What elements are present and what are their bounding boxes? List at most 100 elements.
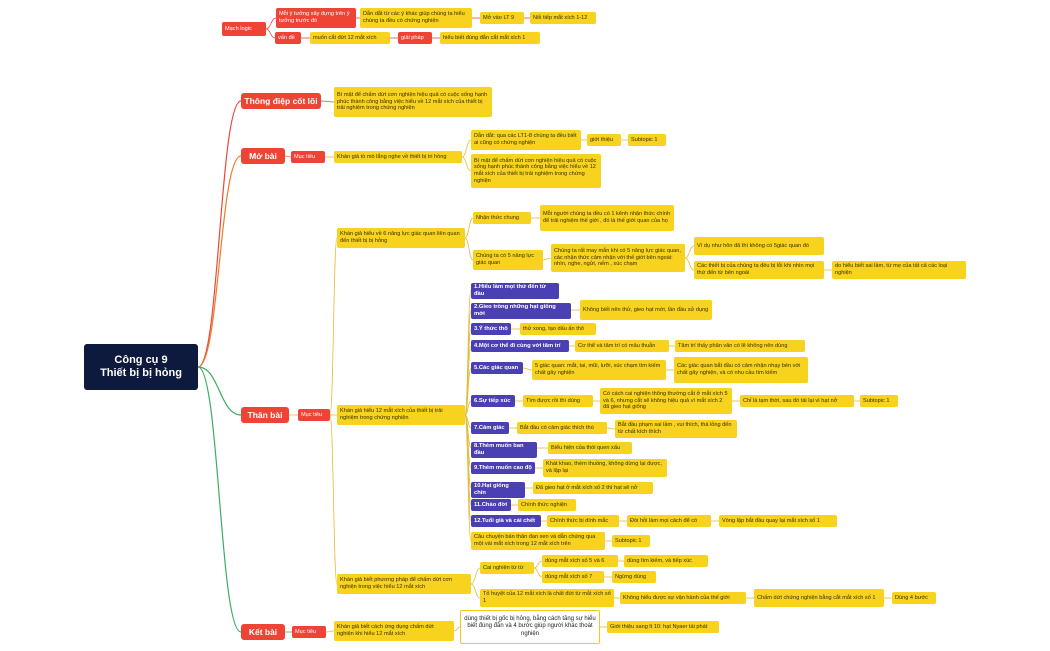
topic-node: Câu chuyện bản thân đan xen và dẫn chứng… xyxy=(471,532,605,550)
topic-node: Dùng 4 bước xyxy=(892,592,936,604)
topic-node: dùng thiết bị gốc bị hỏng, bằng cách tăn… xyxy=(460,610,600,644)
topic-node: Dẫn dắt: qua các LT1-8 chúng ta đều biết… xyxy=(471,130,581,150)
connector xyxy=(320,100,335,103)
topic-node: 9.Thèm muốn cao độ xyxy=(471,462,535,474)
topic-node: Các giác quan bắt đầu có cảm nhận nhạy b… xyxy=(674,357,808,383)
topic-node: Biểu hiện của thói quen xấu xyxy=(548,442,632,454)
topic-node: dùng mắt xích số 5 và 6 xyxy=(542,555,618,567)
topic-node: dùng tìm kiếm, và tiếp xúc xyxy=(624,555,708,567)
main-branch: Kết bài xyxy=(241,624,285,640)
topic-node: Chúng ta rất may mắn khi có 5 năng lực g… xyxy=(551,244,685,272)
topic-node: thử xong, tạo dấu ấn thô xyxy=(520,323,596,335)
main-branch: Thông điệp cốt lõi xyxy=(241,93,321,109)
connector xyxy=(464,400,472,416)
connector xyxy=(284,155,292,158)
topic-node: 5 giác quan: mắt, tai, mũi, lưỡi, xúc ch… xyxy=(532,360,666,380)
topic-node: Chúng ta có 5 năng lực giác quan xyxy=(473,250,543,270)
topic-node: Đã gieo hạt ở mắt xích số 2 thì hạt sẽ n… xyxy=(533,482,653,494)
topic-node: Ví dụ như hôn đã thì không có 5giác quan… xyxy=(694,237,824,255)
topic-node: 2.Gieo trồng những hạt giống mới xyxy=(471,303,571,319)
topic-node: vấn đề xyxy=(275,32,301,44)
connector xyxy=(464,414,472,542)
topic-node: Tâm trí thấy phân vân có lẽ không nên dù… xyxy=(675,340,805,352)
topic-node: Mỗi ý tưởng xây dựng trên ý tưởng trước … xyxy=(276,8,356,28)
topic-node: Subtopic 1 xyxy=(612,535,650,547)
connector xyxy=(533,560,543,569)
topic-node: giới thiệu xyxy=(587,134,621,146)
topic-node: Mạch logic xyxy=(222,22,266,36)
connector xyxy=(470,567,481,585)
topic-node: 12.Tuổi già và cái chết xyxy=(471,515,541,527)
topic-node: Bí mật để chấm dứt cơn nghiện hiệu quả c… xyxy=(471,154,601,188)
main-branch: Thân bài xyxy=(241,407,289,423)
connector xyxy=(464,217,474,239)
connector xyxy=(464,367,472,416)
connector xyxy=(606,427,616,430)
topic-node: Mục tiêu xyxy=(291,151,325,163)
topic-node: 3.Ý thức thô xyxy=(471,323,511,335)
connector xyxy=(265,28,276,39)
topic-node: Mục tiêu xyxy=(298,409,330,421)
topic-node: Bắt đầu có cảm giác thích thú xyxy=(517,422,607,434)
connector xyxy=(329,237,338,416)
topic-node: 1.Hiểu lầm mọi thứ đến từ đầu xyxy=(471,283,559,299)
topic-node: 7.Cảm giác xyxy=(471,422,509,434)
topic-node: hiểu biết đúng đắn cắt mắt xích 1 xyxy=(440,32,540,44)
topic-node: Có cách cai nghiện thông thường cắt ở mắ… xyxy=(600,388,732,414)
topic-node: Chỉ là tạm thời, sau đó tái lại vì hạt n… xyxy=(740,395,854,407)
topic-node: 8.Thèm muốn ban đầu xyxy=(471,442,537,458)
topic-node: Nối tiếp mắt xích 1-12 xyxy=(530,12,596,24)
topic-node: Cai nghiện từ từ xyxy=(480,562,534,574)
topic-node: dùng mắt xích số 7 xyxy=(542,571,604,583)
connector xyxy=(453,626,461,632)
topic-node: Khán giả hiểu 12 mắt xích của thiết bị t… xyxy=(337,405,465,425)
connector xyxy=(197,155,242,368)
topic-node: Mục tiêu xyxy=(292,626,326,638)
connector xyxy=(461,156,472,172)
topic-node: Không biết nên thử, gieo hạt mới, lần đầ… xyxy=(580,300,712,320)
topic-node: Khán giả tò mò lắng nghe về thiết bị tri… xyxy=(334,151,462,163)
topic-node: giải pháp xyxy=(398,32,432,44)
topic-node: Giới thiệu sang lt 10: hạt Nyaer tái phá… xyxy=(607,621,719,633)
connector xyxy=(684,245,695,259)
topic-node: 11.Chào đời xyxy=(471,499,511,511)
connector xyxy=(329,414,338,585)
topic-node: Cơ thể và tâm trí có mâu thuẫn xyxy=(575,340,669,352)
topic-node: Chính thức nghiện xyxy=(518,499,576,511)
topic-node: Các thiết bị của chúng ta đều bị lỗi khi… xyxy=(694,261,824,279)
topic-node: Đòi hỏi làm mọi cách để có xyxy=(627,515,711,527)
topic-node: Khán giả biết cách ứng dụng chấm dứt ngh… xyxy=(334,621,454,641)
connector xyxy=(542,257,552,261)
topic-node: 10.Hạt giống chín xyxy=(471,482,525,498)
connector xyxy=(533,567,543,578)
topic-node: Mỗi người chúng ta đều có 1 kênh nhận th… xyxy=(540,205,674,231)
connector xyxy=(197,366,242,416)
connector xyxy=(470,583,481,599)
connector xyxy=(461,139,472,158)
topic-node: Khán giả biết phương pháp để chấm dứt cơ… xyxy=(337,574,471,594)
topic-node: Dẫn dắt từ các ý khác giúp chúng ta hiểu… xyxy=(360,8,472,28)
connector xyxy=(197,366,242,633)
central-topic: Công cụ 9 Thiết bị bị hỏng xyxy=(84,344,198,390)
topic-node: Subtopic 1 xyxy=(628,134,666,146)
topic-node: Vòng lặp bắt đầu quay lại mắt xích số 1 xyxy=(719,515,837,527)
topic-node: Chấm dứt chứng nghiện bằng cắt mắt xích … xyxy=(754,589,884,607)
topic-node: muốn cắt đứt 12 mắt xích xyxy=(310,32,390,44)
connector xyxy=(522,367,533,371)
topic-node: Chính thức bị dính mắc xyxy=(547,515,619,527)
topic-node: do hiểu biết sai lầm, từ mẹ của tất cả c… xyxy=(832,261,966,279)
topic-node: Subtopic 1 xyxy=(860,395,898,407)
topic-node: Ngừng dùng xyxy=(612,571,656,583)
connector xyxy=(197,100,242,368)
main-branch: Mở bài xyxy=(241,148,285,164)
topic-node: Mở vào LT 9 xyxy=(480,12,524,24)
connector xyxy=(265,17,277,30)
topic-node: Tỏ huyệt của 12 mắt xích là chất đứt từ … xyxy=(480,589,614,607)
topic-node: Nhận thức chung xyxy=(473,212,531,224)
topic-node: 4.Một cơ thể đi cùng với tâm trí xyxy=(471,340,569,352)
topic-node: Khán giả hiểu về 6 năng lực giác quan li… xyxy=(337,228,465,248)
connector xyxy=(684,257,695,271)
connector xyxy=(464,237,474,261)
